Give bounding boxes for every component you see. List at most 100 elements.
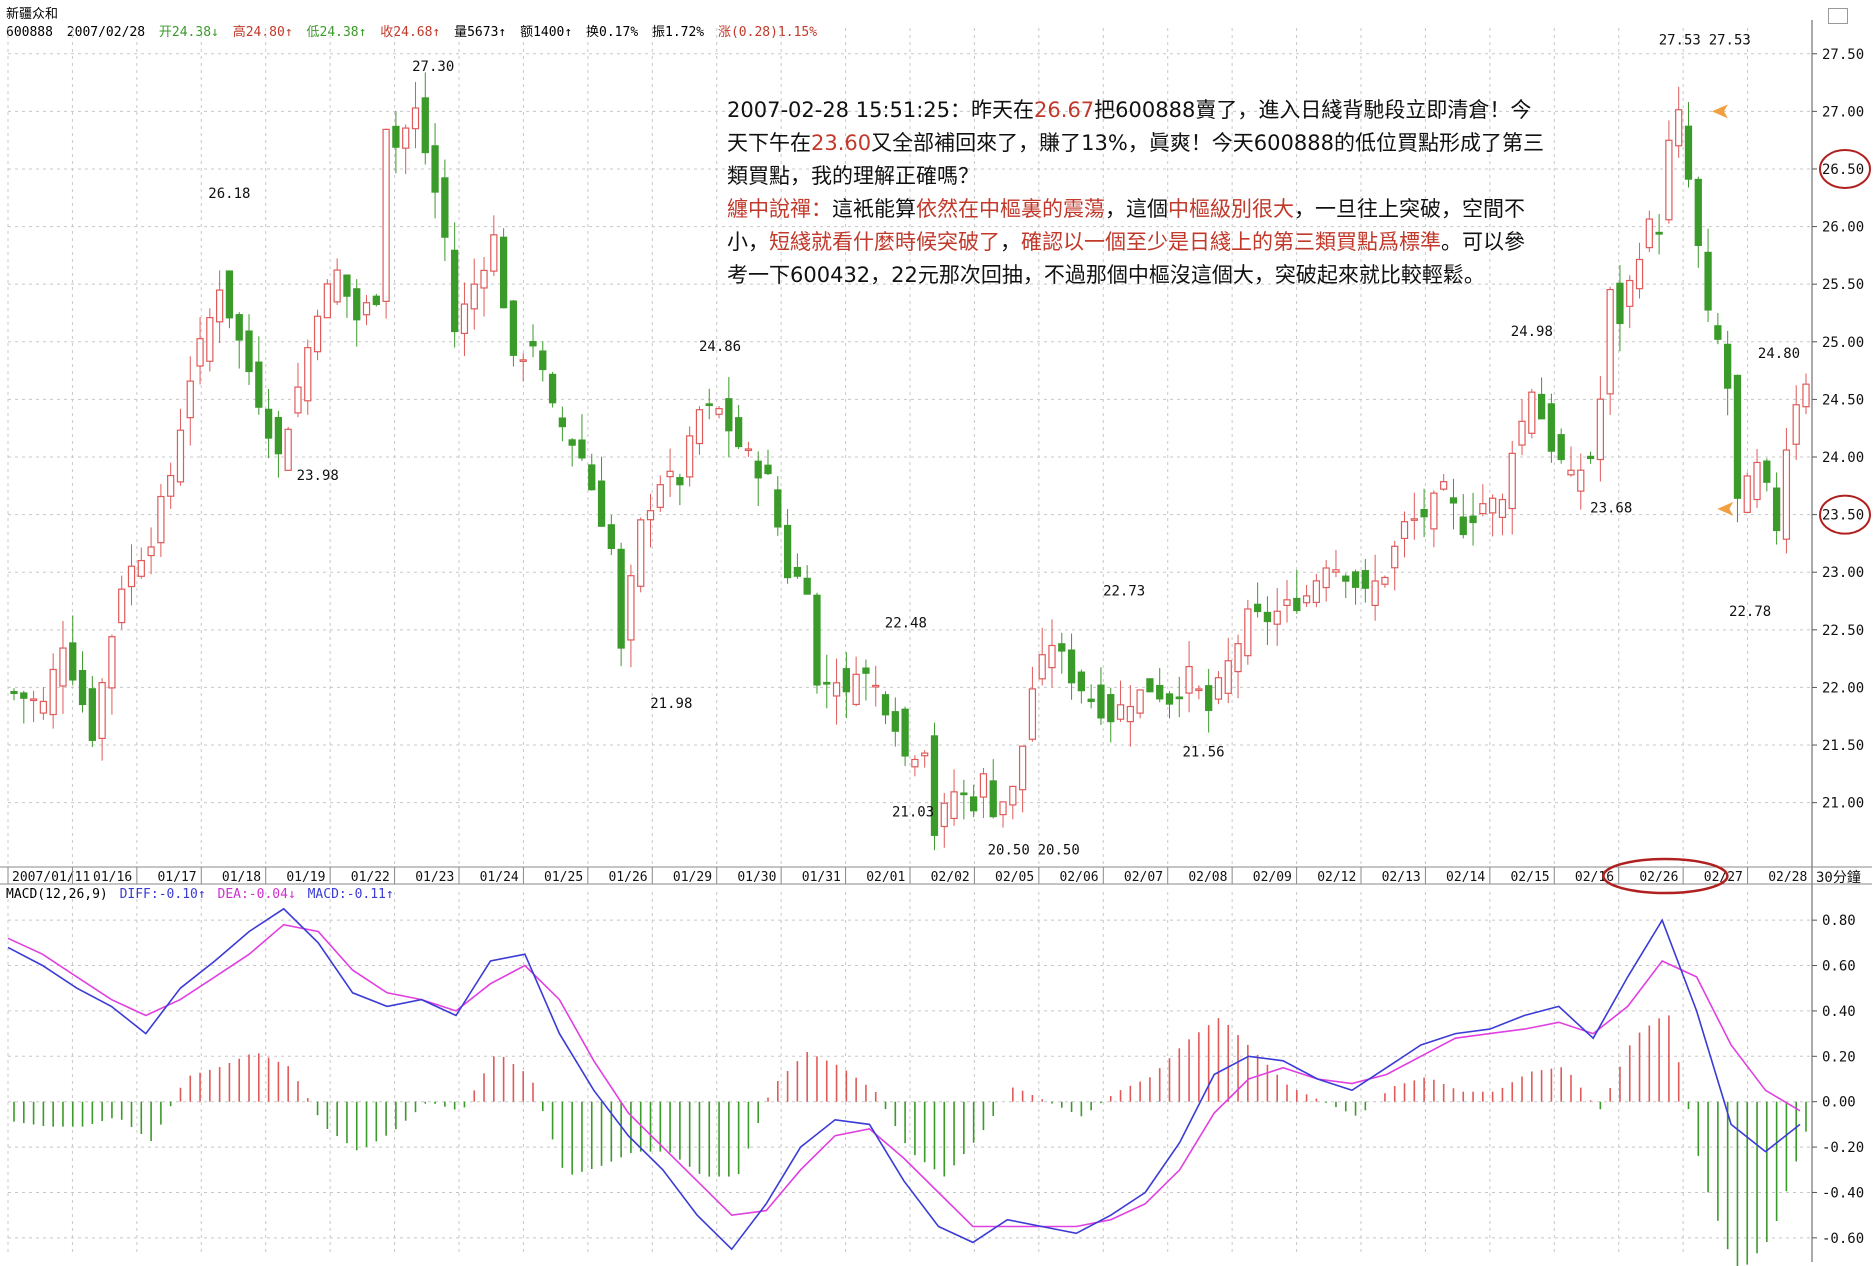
date-label: 01/19 — [286, 870, 325, 885]
candle-down — [1557, 434, 1565, 461]
candle-up — [695, 409, 704, 445]
candle-up — [1410, 518, 1418, 521]
candle-down — [539, 350, 547, 371]
annotation-segment: 依然在中樞裏的震蕩 — [916, 197, 1105, 221]
candle-down — [578, 439, 586, 459]
candle-up — [1596, 398, 1604, 461]
annotation-segment: ，一旦往上突破，空間不 — [1294, 197, 1525, 221]
candle-down — [1175, 696, 1183, 700]
candle-up — [940, 802, 948, 828]
candle-up — [1136, 689, 1144, 714]
candle-up — [1312, 580, 1321, 604]
annotation-segment: 考一下600432，22元那次回抽，不過那個中樞沒這個大，突破起來就比較輕鬆。 — [727, 263, 1485, 287]
quote-date: 2007/02/28 — [66, 25, 146, 40]
annotation-segment: 纏中說禪： — [727, 197, 832, 221]
candle-up — [157, 495, 165, 544]
date-label: 01/22 — [351, 870, 390, 885]
candle-up — [137, 559, 145, 577]
candle-down — [1459, 516, 1467, 536]
candle-up — [1782, 449, 1791, 540]
candle-up — [627, 575, 635, 641]
change: 涨(0.28)1.15% — [717, 25, 818, 40]
high-price: 高24.80↑ — [232, 25, 293, 40]
candle-up — [1018, 745, 1027, 791]
candle-up — [1195, 688, 1203, 692]
candle-up — [1743, 475, 1751, 513]
candle-up — [480, 269, 488, 289]
candle-up — [1753, 461, 1761, 501]
date-label: 02/06 — [1059, 870, 1098, 885]
annotation-segment: 把600888賣了，進入日綫背馳段立即清倉！今 — [1094, 98, 1532, 122]
candle-down — [774, 489, 782, 528]
candle-down — [1146, 678, 1154, 693]
candle-up — [715, 408, 723, 415]
macd-tick-label: 0.20 — [1822, 1049, 1856, 1065]
window-icon[interactable] — [1828, 8, 1848, 24]
amplitude: 振1.72% — [652, 25, 705, 40]
candle-down — [1263, 611, 1272, 623]
candle-down — [970, 796, 978, 812]
candle-down — [803, 577, 811, 595]
candle-down — [960, 792, 968, 796]
candle-down — [568, 439, 576, 446]
candle-up — [950, 791, 958, 820]
candle-up — [646, 510, 655, 521]
candle-up — [313, 315, 322, 353]
arrow-marker — [1711, 104, 1728, 119]
macd-tick-label: 0.00 — [1822, 1095, 1856, 1111]
candle-down — [20, 692, 28, 699]
candle-down — [1714, 325, 1722, 340]
turnover: 换0.17% — [586, 25, 639, 40]
annotation-segment: 23.60 — [811, 131, 872, 155]
date-label: 02/05 — [995, 870, 1034, 885]
candle-down — [499, 236, 508, 309]
candle-up — [1009, 785, 1017, 806]
candle-up — [216, 289, 224, 323]
candle-up — [1489, 497, 1497, 514]
candle-down — [372, 295, 380, 306]
candle-up — [304, 347, 312, 402]
candle-down — [353, 288, 361, 321]
candle-up — [637, 519, 645, 587]
amount: 额1400↑ — [520, 25, 573, 40]
candle-up — [1626, 279, 1634, 307]
date-label: 02/14 — [1446, 870, 1485, 885]
period-label: 30分鐘 — [1816, 869, 1861, 886]
candle-down — [235, 314, 243, 341]
candle-up — [490, 234, 498, 272]
candle-up — [1322, 567, 1330, 589]
candle-up — [1185, 665, 1193, 694]
candle-up — [49, 668, 57, 716]
candle-up — [911, 758, 919, 768]
low-price: 低24.38↑ — [306, 25, 367, 40]
volume: 量5673↑ — [454, 25, 507, 40]
price-tick-label: 25.50 — [1822, 277, 1864, 293]
date-label: 02/08 — [1188, 870, 1227, 885]
stock-name: 新疆众和 — [6, 7, 59, 22]
date-label: 01/18 — [222, 870, 261, 885]
price-tick-label: 22.50 — [1822, 623, 1864, 639]
candle-down — [1724, 343, 1732, 389]
candle-up — [832, 682, 841, 697]
candle-down — [813, 594, 821, 686]
candle-down — [1616, 282, 1624, 325]
price-label: 22.78 — [1729, 604, 1771, 620]
candle-up — [999, 801, 1007, 816]
macd-value-label: MACD:-0.11↑ — [307, 887, 394, 902]
candle-down — [264, 408, 273, 439]
candle-up — [186, 380, 194, 419]
price-label: 22.48 — [885, 616, 927, 632]
candle-down — [617, 548, 625, 649]
macd-tick-label: 0.40 — [1822, 1004, 1856, 1020]
candle-up — [979, 773, 988, 798]
price-label: 26.18 — [208, 186, 250, 202]
candle-up — [1381, 576, 1389, 585]
candle-down — [607, 524, 615, 550]
candle-down — [1361, 570, 1369, 589]
candle-up — [39, 700, 48, 714]
candle-down — [734, 417, 743, 448]
annotation-segment: 中樞級別很大 — [1168, 197, 1294, 221]
candle-up — [284, 428, 292, 471]
candle-up — [1518, 420, 1526, 446]
